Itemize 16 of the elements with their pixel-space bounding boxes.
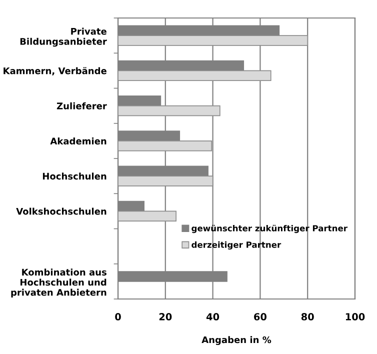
x-tick-label: 60 bbox=[254, 313, 266, 320]
y-tick-label: Kammern, Verbände bbox=[4, 67, 106, 76]
y-tick-label: Zulieferer bbox=[56, 102, 107, 110]
y-tick-label: Akademien bbox=[50, 138, 106, 144]
x-tick-label: 100 bbox=[346, 313, 365, 320]
x-axis-title: Angaben in % bbox=[202, 336, 272, 345]
x-tick-label: 40 bbox=[206, 313, 220, 320]
y-tick-label: Kombination aus Hochschulen und privaten Anbietern bbox=[11, 268, 106, 298]
y-tick-label: Hochschulen bbox=[42, 172, 106, 180]
y-tick-label: Private Bildungsanbieter bbox=[20, 28, 107, 47]
y-tick-label: Volkshochschulen bbox=[16, 208, 106, 215]
x-tick-label: 80 bbox=[301, 313, 314, 320]
legend-label: gewünschter zukünftiger Partner bbox=[192, 224, 348, 234]
legend-label: derzeitiger Partner bbox=[192, 241, 282, 250]
x-tick-label: 0 bbox=[115, 313, 121, 320]
x-tick-label: 20 bbox=[159, 313, 172, 320]
